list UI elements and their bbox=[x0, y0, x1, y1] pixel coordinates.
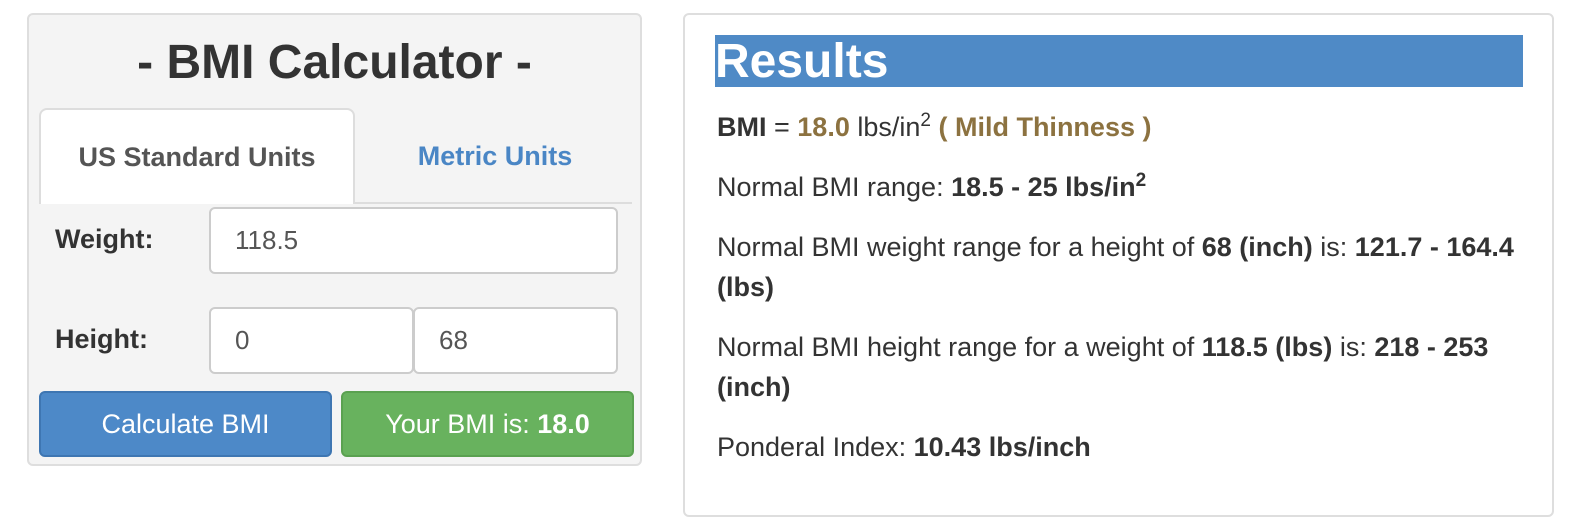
ponderal-label: Ponderal Index: bbox=[717, 432, 914, 462]
tab-metric-units[interactable]: Metric Units bbox=[417, 140, 573, 171]
height-range-middle: is: bbox=[1332, 332, 1375, 362]
weight-range-height: 68 (inch) bbox=[1201, 232, 1313, 262]
bmi-category: ( Mild Thinness ) bbox=[930, 112, 1152, 142]
your-bmi-value: 18.0 bbox=[537, 408, 590, 439]
bmi-value: 18.0 bbox=[797, 112, 850, 142]
tab-us-standard-units[interactable]: US Standard Units bbox=[39, 108, 355, 204]
height-inches-input[interactable] bbox=[413, 307, 618, 374]
height-feet-input[interactable] bbox=[209, 307, 414, 374]
weight-range-value: 121.7 - 164.4 (lbs) bbox=[717, 232, 1514, 302]
normal-range-exponent: 2 bbox=[1135, 170, 1147, 191]
height-range-prefix: Normal BMI height range for a weight of bbox=[717, 332, 1202, 362]
bmi-label: BMI bbox=[717, 112, 767, 142]
your-bmi-prefix: Your BMI is: bbox=[385, 408, 538, 439]
normal-range-label: Normal BMI range: bbox=[717, 172, 952, 202]
normal-range-value: 18.5 - 25 lbs/in bbox=[951, 172, 1136, 202]
bmi-calculator-panel: - BMI Calculator - US Standard Units Met… bbox=[27, 13, 642, 466]
height-range-value: 218 - 253 (inch) bbox=[717, 332, 1489, 402]
bmi-result-line: BMI = 18.0 lbs/in2 ( Mild Thinness ) bbox=[717, 107, 1525, 147]
normal-bmi-range-line: Normal BMI range: 18.5 - 25 lbs/in2 bbox=[717, 167, 1525, 207]
ponderal-value: 10.43 lbs/inch bbox=[913, 432, 1091, 462]
results-title: Results bbox=[715, 35, 1523, 88]
results-panel: Results BMI = 18.0 lbs/in2 ( Mild Thinne… bbox=[683, 13, 1554, 517]
weight-input[interactable] bbox=[209, 207, 618, 274]
height-range-line: Normal BMI height range for a weight of … bbox=[717, 327, 1525, 407]
weight-range-prefix: Normal BMI weight range for a height of bbox=[717, 232, 1202, 262]
ponderal-index-line: Ponderal Index: 10.43 lbs/inch bbox=[717, 427, 1525, 467]
bmi-equals: = bbox=[766, 112, 798, 142]
weight-range-line: Normal BMI weight range for a height of … bbox=[717, 227, 1525, 307]
your-bmi-button[interactable]: Your BMI is: 18.0 bbox=[341, 391, 634, 457]
weight-label: Weight: bbox=[55, 224, 154, 254]
bmi-unit-exponent: 2 bbox=[920, 110, 931, 131]
height-range-weight: 118.5 (lbs) bbox=[1201, 332, 1333, 362]
weight-range-middle: is: bbox=[1312, 232, 1355, 262]
bmi-unit: lbs/in bbox=[849, 112, 921, 142]
height-label: Height: bbox=[55, 324, 148, 354]
calculator-title: - BMI Calculator - bbox=[137, 36, 532, 89]
calculate-bmi-button[interactable]: Calculate BMI bbox=[39, 391, 332, 457]
